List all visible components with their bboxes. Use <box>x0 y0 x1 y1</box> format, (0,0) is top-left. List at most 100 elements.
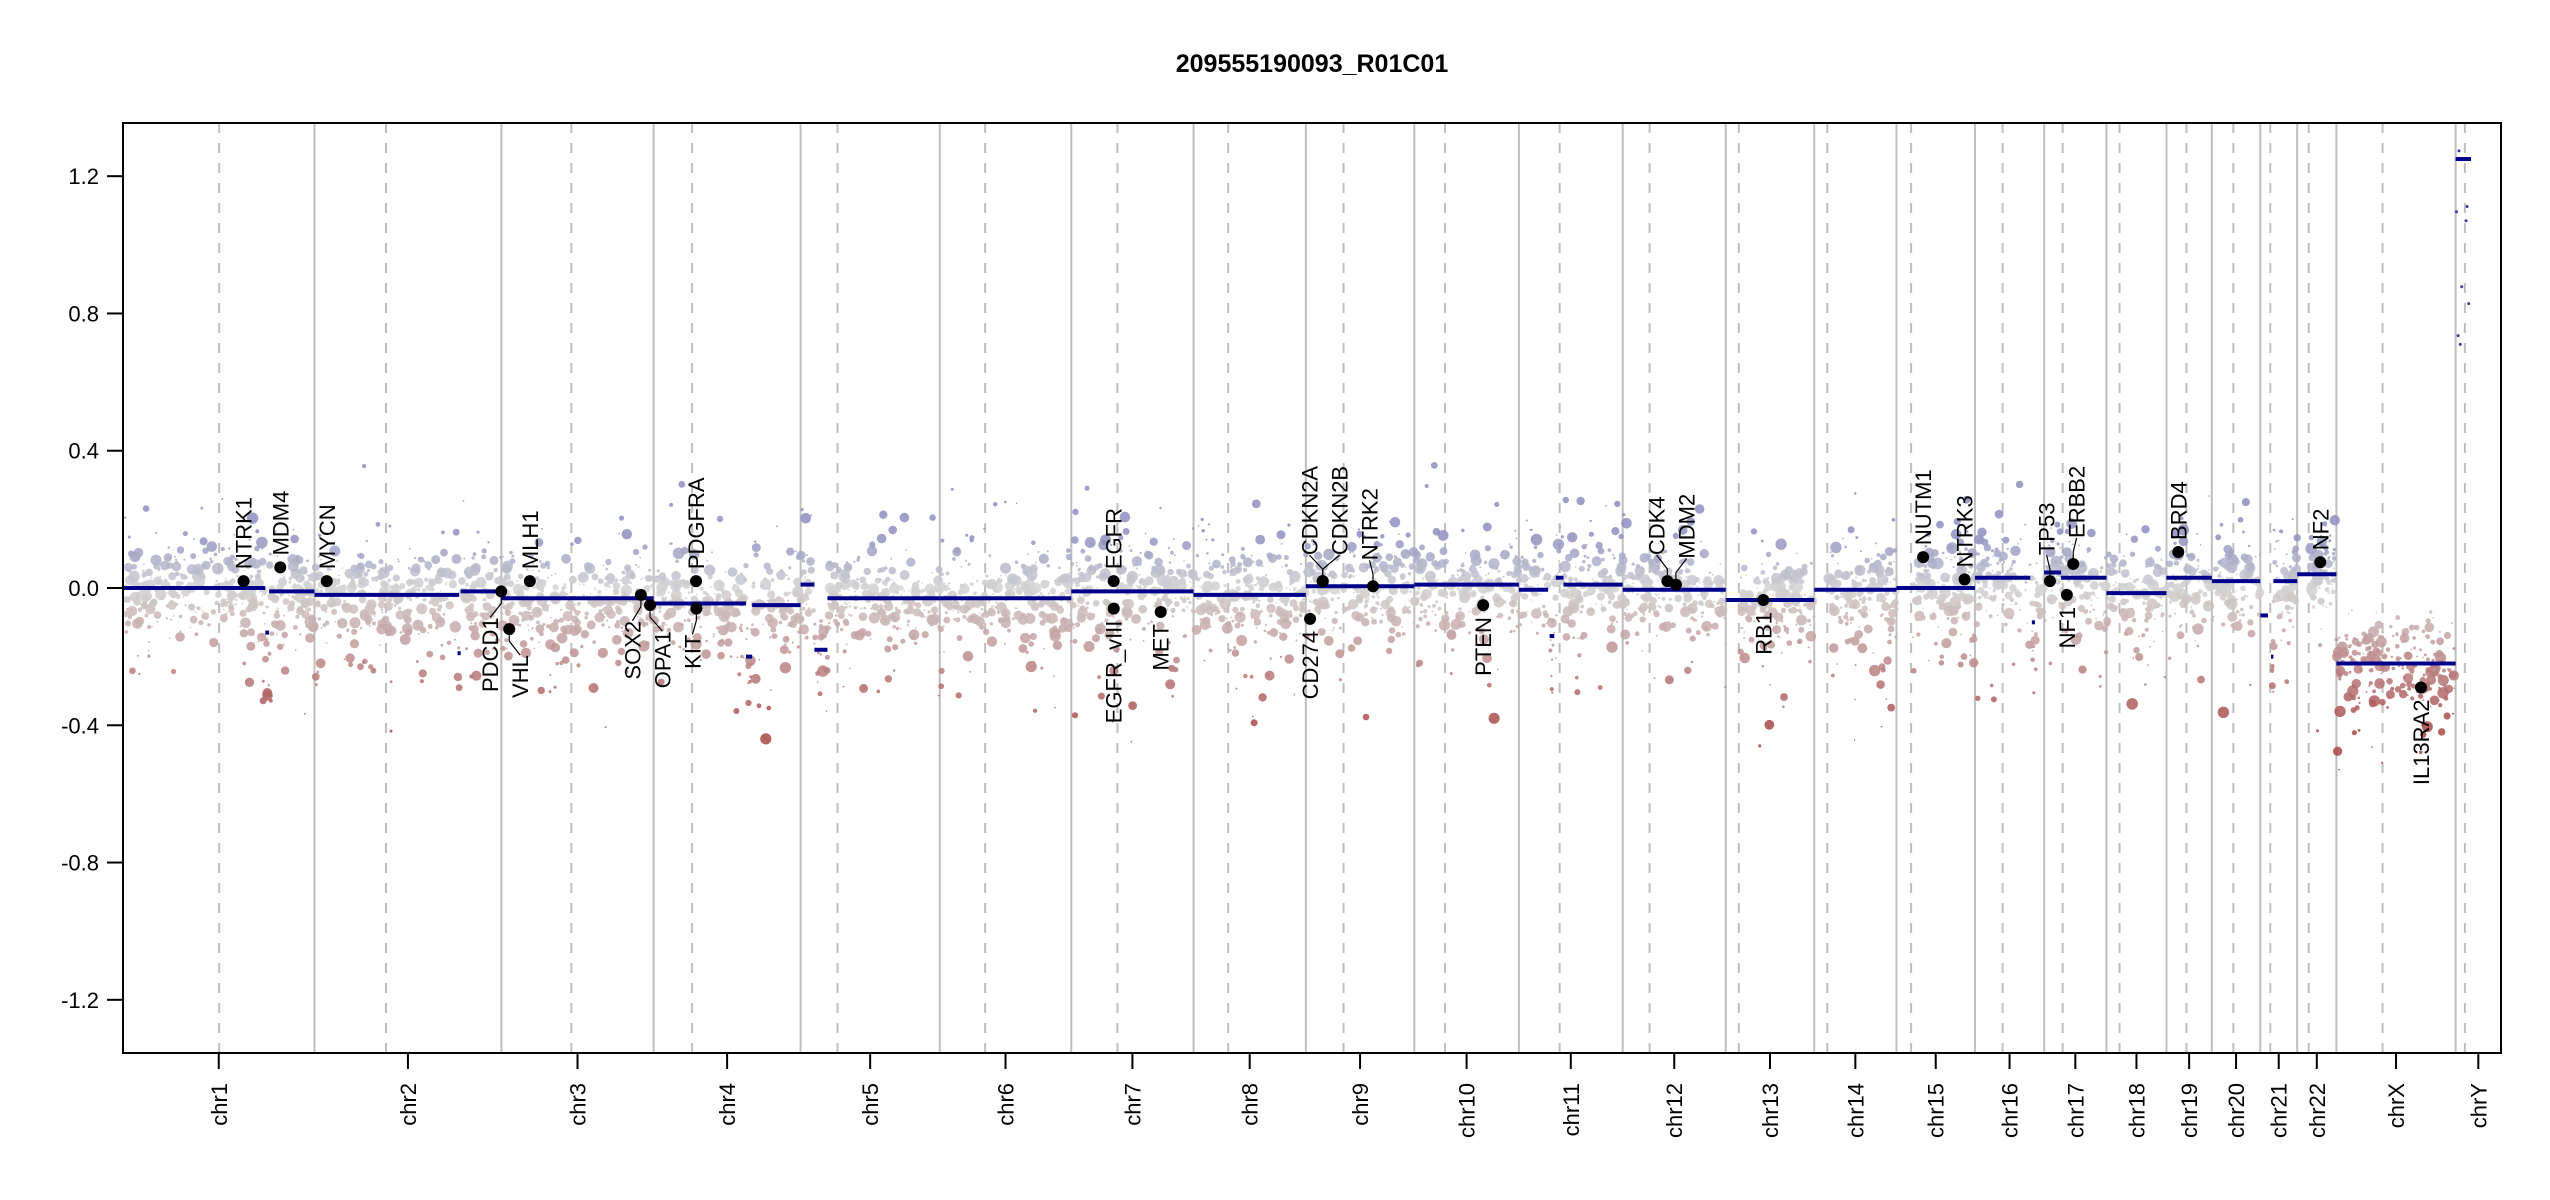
probe-point <box>1864 557 1870 564</box>
probe-point <box>507 580 515 588</box>
probe-point <box>1048 581 1050 584</box>
probe-point <box>733 583 736 586</box>
probe-point <box>670 640 676 645</box>
probe-point <box>2324 576 2330 582</box>
probe-point <box>2275 540 2278 543</box>
probe-point <box>2246 595 2249 598</box>
probe-point <box>2192 623 2204 635</box>
probe-point <box>992 502 998 507</box>
probe-point <box>1516 609 1520 614</box>
probe-point <box>306 587 310 590</box>
probe-point <box>1951 601 1954 603</box>
probe-point <box>1155 648 1164 656</box>
probe-point <box>1170 550 1174 555</box>
probe-point <box>315 601 321 608</box>
probe-point <box>555 602 558 604</box>
probe-point <box>1795 623 1798 626</box>
probe-point <box>604 581 610 588</box>
probe-point <box>1076 596 1085 605</box>
probe-point <box>1754 634 1758 638</box>
probe-point <box>2032 691 2036 695</box>
probe-point <box>856 606 859 608</box>
probe-point <box>150 554 162 566</box>
probe-point <box>1118 535 1124 541</box>
probe-point <box>1543 573 1552 581</box>
probe-point <box>528 615 535 621</box>
probe-point <box>227 566 229 569</box>
probe-point <box>1845 570 1849 574</box>
probe-point <box>1191 624 1202 635</box>
probe-point <box>150 576 153 579</box>
probe-point <box>556 632 568 644</box>
probe-point <box>1796 573 1799 575</box>
probe-point <box>1297 588 1303 595</box>
probe-point <box>240 617 251 629</box>
probe-point <box>2429 610 2433 614</box>
probe-point <box>1520 583 1522 585</box>
probe-point <box>290 585 293 588</box>
probe-point <box>271 621 275 625</box>
probe-point <box>1047 592 1050 595</box>
probe-point <box>2161 567 2164 570</box>
probe-point <box>1496 615 1499 618</box>
probe-point <box>2425 682 2428 684</box>
probe-point <box>992 593 995 595</box>
probe-point <box>2078 665 2087 674</box>
probe-point <box>397 560 400 563</box>
probe-point <box>2115 581 2118 584</box>
probe-point <box>1812 615 1816 619</box>
probe-point <box>536 620 540 625</box>
probe-point <box>1684 568 1690 574</box>
probe-point <box>2145 565 2148 569</box>
probe-point <box>1307 609 1311 613</box>
probe-point <box>2195 592 2200 597</box>
probe-point <box>1607 548 1612 552</box>
probe-point <box>640 578 643 580</box>
probe-point <box>1374 567 1378 571</box>
probe-point <box>329 545 341 557</box>
probe-point <box>1353 636 1363 646</box>
probe-point <box>569 575 577 584</box>
probe-point <box>594 612 605 623</box>
probe-point <box>1876 593 1885 602</box>
probe-point <box>1437 606 1442 611</box>
probe-point <box>2443 696 2449 701</box>
probe-point <box>1497 612 1504 619</box>
probe-point <box>1497 577 1502 583</box>
probe-point <box>2146 598 2158 610</box>
probe-point <box>1522 559 1525 562</box>
probe-point <box>126 605 138 617</box>
probe-point <box>2318 643 2323 648</box>
probe-point <box>657 605 662 610</box>
probe-point <box>1618 533 1624 540</box>
probe-point <box>899 512 910 523</box>
probe-point <box>145 568 153 577</box>
probe-point <box>2035 587 2039 591</box>
probe-point <box>1614 500 1621 508</box>
probe-point <box>604 726 607 728</box>
probe-point <box>1783 624 1787 628</box>
probe-point <box>1251 608 1254 612</box>
probe-point <box>912 608 922 617</box>
probe-point <box>702 590 708 595</box>
probe-point <box>1460 563 1465 568</box>
probe-point <box>824 654 830 660</box>
probe-point <box>1269 584 1272 587</box>
probe-point <box>1843 614 1849 620</box>
probe-point <box>296 607 305 616</box>
probe-point <box>227 589 237 600</box>
probe-point <box>1446 630 1457 640</box>
probe-point <box>783 591 789 597</box>
segments <box>123 157 2472 666</box>
probe-point <box>1183 634 1188 638</box>
probe-point <box>1771 572 1783 584</box>
probe-point <box>503 573 511 581</box>
probe-point <box>1605 575 1608 579</box>
probe-point <box>1283 555 1289 560</box>
probe-point <box>1150 620 1154 624</box>
probe-point <box>1513 629 1516 633</box>
probe-point <box>1265 574 1268 577</box>
probe-point <box>2332 556 2337 561</box>
probe-point <box>175 593 181 600</box>
probe-point <box>2389 624 2393 629</box>
